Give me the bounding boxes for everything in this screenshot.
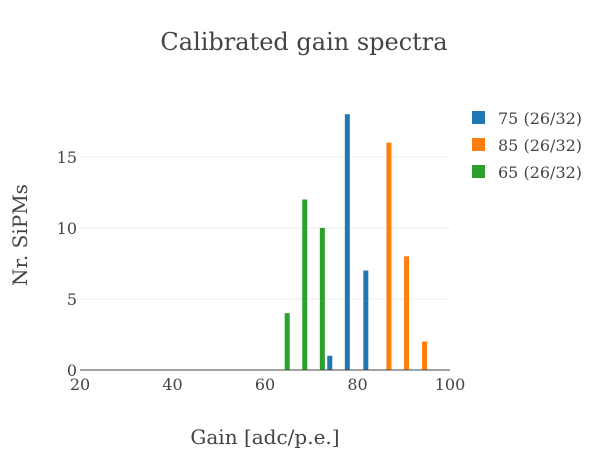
legend: 75 (26/32) 85 (26/32) 65 (26/32): [472, 109, 582, 182]
y-tick-label: 15: [57, 148, 77, 167]
legend-swatch: [472, 165, 485, 178]
y-tick-label: 5: [67, 290, 77, 309]
bar: [284, 313, 290, 370]
bar: [404, 256, 410, 370]
legend-swatch: [472, 111, 485, 124]
x-axis-label: Gain [adc/p.e.]: [190, 425, 339, 449]
y-tick-label: 0: [67, 361, 77, 380]
y-tick-labels: 0 5 10 15: [57, 148, 77, 380]
x-tick-label: 100: [435, 375, 466, 394]
grid: [80, 156, 450, 300]
bar: [327, 355, 333, 370]
bars: [284, 114, 428, 370]
x-tick-label: 40: [162, 375, 182, 394]
bar: [344, 114, 350, 370]
legend-label: 75 (26/32): [498, 109, 582, 128]
y-axis-label: Nr. SiPMs: [8, 184, 32, 286]
bar: [302, 199, 308, 370]
x-tick-labels: 20 40 60 80 100: [70, 375, 465, 394]
y-tick-label: 10: [57, 219, 77, 238]
x-tick-label: 60: [255, 375, 275, 394]
bar: [422, 341, 428, 370]
bar: [363, 270, 369, 370]
chart-title: Calibrated gain spectra: [160, 28, 447, 56]
bar: [319, 227, 325, 370]
x-tick-label: 20: [70, 375, 90, 394]
legend-label: 85 (26/32): [498, 136, 582, 155]
legend-label: 65 (26/32): [498, 163, 582, 182]
x-tick-label: 80: [347, 375, 367, 394]
legend-swatch: [472, 138, 485, 151]
bar: [386, 142, 392, 370]
